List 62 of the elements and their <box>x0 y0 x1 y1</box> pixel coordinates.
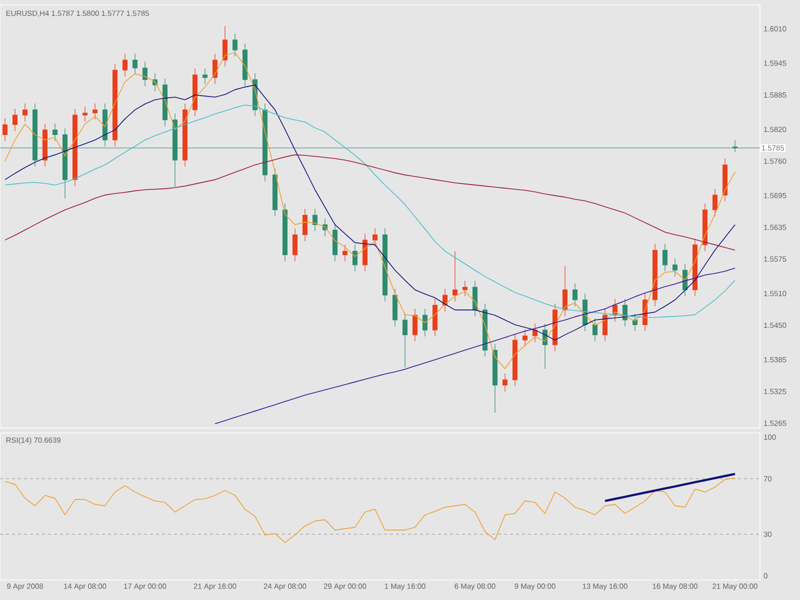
candlestick <box>262 103 268 182</box>
candlestick <box>12 108 18 132</box>
candlestick <box>502 373 508 392</box>
candlestick <box>512 333 518 386</box>
candlestick <box>672 258 678 277</box>
candlestick <box>572 283 578 307</box>
candlestick <box>402 313 408 368</box>
candlestick <box>82 106 88 122</box>
candlestick <box>162 78 168 127</box>
candlestick <box>382 228 388 302</box>
candlestick <box>492 344 498 413</box>
candlestick <box>2 118 8 142</box>
candlestick <box>372 228 378 247</box>
candlestick <box>362 233 368 272</box>
line-series <box>604 472 736 502</box>
candlestick <box>182 103 188 167</box>
candlestick <box>292 228 298 262</box>
candlestick <box>392 288 398 327</box>
candlestick <box>212 53 218 84</box>
candlestick <box>282 203 288 262</box>
candlestick <box>702 203 708 252</box>
candlestick <box>312 208 318 232</box>
candlestick <box>432 298 438 337</box>
candlestick <box>652 243 658 307</box>
candlestick <box>592 318 598 342</box>
candlestick <box>172 113 178 187</box>
candlestick <box>732 140 738 152</box>
candlestick <box>662 243 668 272</box>
candlestick <box>202 68 208 84</box>
candlestick <box>72 108 78 186</box>
candlestick <box>692 238 698 296</box>
candlestick <box>722 158 728 202</box>
candlestick <box>32 103 38 167</box>
candlestick <box>22 103 28 122</box>
candlestick <box>92 103 98 120</box>
candlestick <box>332 223 338 262</box>
candlestick <box>452 250 458 302</box>
candlestick <box>52 123 58 142</box>
candlestick <box>522 329 528 347</box>
candlestick <box>422 308 428 337</box>
candlestick <box>102 103 108 147</box>
candlestick <box>342 244 348 262</box>
candlestick <box>272 168 278 217</box>
candlestick <box>232 33 238 57</box>
candlestick <box>712 188 718 217</box>
candlestick <box>112 63 118 147</box>
candlestick <box>242 43 248 86</box>
candlestick <box>42 123 48 167</box>
candlestick <box>602 308 608 342</box>
candlestick <box>142 61 148 86</box>
candlestick <box>132 53 138 75</box>
candlestick <box>412 308 418 342</box>
candlestick <box>122 53 128 77</box>
line-series <box>4 104 736 318</box>
candlestick <box>302 208 308 242</box>
candlestick <box>222 26 228 67</box>
candlestick <box>62 128 68 199</box>
candlestick <box>532 323 538 343</box>
candlestick <box>192 68 198 116</box>
candlestick <box>462 280 468 296</box>
line-series <box>4 52 736 370</box>
candlestick <box>352 244 358 272</box>
